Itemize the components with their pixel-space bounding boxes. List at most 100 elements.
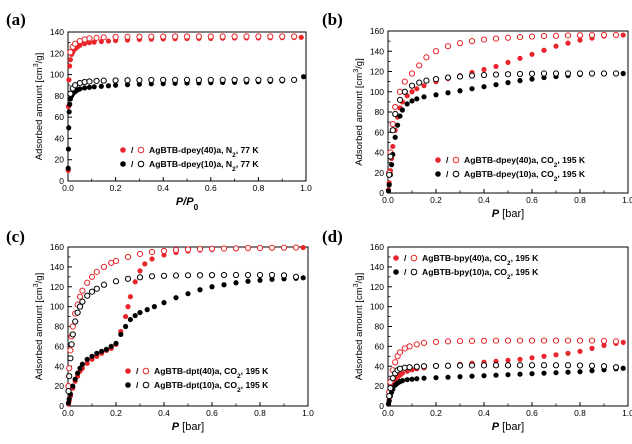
- data-point: [112, 278, 120, 285]
- data-point: [113, 82, 119, 88]
- y-tick-label: 120: [370, 282, 384, 292]
- y-tick-label: 100: [50, 302, 64, 312]
- y-tick-label: 140: [370, 46, 384, 56]
- data-point: [564, 70, 572, 77]
- legend-slash: /: [404, 267, 407, 277]
- data-point: [100, 34, 107, 41]
- panel-label: (c): [6, 227, 25, 246]
- data-point: [279, 33, 286, 40]
- data-point: [576, 32, 584, 39]
- data-point: [480, 71, 488, 79]
- data-point: [65, 387, 72, 395]
- data-point: [136, 77, 143, 84]
- y-tick-label: 40: [55, 361, 65, 371]
- data-point: [493, 63, 499, 70]
- data-point: [67, 347, 74, 354]
- data-point: [127, 294, 133, 300]
- data-point: [125, 304, 131, 310]
- data-point: [445, 90, 451, 96]
- data-point: [421, 83, 427, 89]
- data-point: [389, 121, 396, 128]
- data-point: [183, 33, 191, 40]
- data-point: [564, 32, 572, 39]
- legend-slash: /: [446, 155, 449, 165]
- legend-marker-open: [410, 254, 418, 262]
- data-point: [72, 376, 78, 382]
- data-point: [280, 244, 288, 251]
- data-point: [100, 281, 108, 288]
- data-point: [409, 89, 415, 95]
- x-tick-label: 1.0: [622, 195, 632, 205]
- data-point: [553, 370, 559, 376]
- series-desorption-4: [65, 271, 300, 395]
- y-tick-label: 40: [375, 361, 385, 371]
- data-point: [84, 279, 91, 286]
- legend-entry: AgBTB-dpey(40)a, CO2, 195 K: [464, 155, 586, 169]
- y-tick-label: 120: [50, 48, 64, 58]
- data-point: [492, 71, 500, 78]
- data-point: [160, 76, 167, 83]
- data-point: [552, 362, 560, 369]
- data-point: [600, 337, 608, 345]
- data-point: [79, 287, 86, 294]
- legend-marker-open: [452, 156, 460, 164]
- data-point: [396, 349, 404, 356]
- data-point: [416, 62, 423, 69]
- data-point: [79, 298, 86, 305]
- data-point: [389, 162, 395, 168]
- data-point: [444, 43, 452, 50]
- legend-slash: /: [136, 380, 139, 390]
- data-point: [395, 122, 401, 128]
- legend-slash: /: [136, 366, 139, 376]
- data-point: [185, 291, 191, 297]
- data-point: [612, 31, 620, 39]
- data-point: [82, 41, 88, 47]
- y-tick-label: 20: [55, 381, 65, 391]
- data-point: [565, 369, 571, 375]
- x-tick-label: 0.4: [478, 408, 490, 418]
- y-tick-label: 80: [375, 107, 385, 117]
- data-point: [396, 96, 404, 103]
- data-point: [86, 35, 93, 42]
- data-point: [406, 364, 413, 371]
- legend-marker-filled: [435, 157, 441, 163]
- data-point: [620, 339, 626, 345]
- data-point: [112, 257, 120, 265]
- data-point: [505, 357, 511, 363]
- y-tick-label: 0: [379, 401, 384, 411]
- data-point: [528, 70, 536, 77]
- data-point: [504, 337, 512, 344]
- legend-entry: AgBTB-bpy(40)a, CO2, 195 K: [422, 253, 539, 267]
- data-point: [88, 273, 96, 280]
- data-point: [389, 127, 396, 134]
- data-point: [432, 362, 440, 370]
- legend-marker-filled: [393, 269, 399, 275]
- data-point: [195, 33, 202, 40]
- data-point: [124, 33, 131, 40]
- data-point: [160, 33, 167, 40]
- data-point: [65, 400, 72, 406]
- data-point: [529, 76, 535, 82]
- data-point: [66, 373, 73, 380]
- data-point: [505, 80, 511, 86]
- data-point: [589, 345, 595, 351]
- data-point: [413, 341, 420, 348]
- data-point: [552, 70, 560, 77]
- legend-entry: AgBTB-bpy(10)a, CO2, 195 K: [422, 267, 539, 281]
- data-point: [389, 375, 396, 382]
- data-point: [468, 337, 476, 345]
- panel-1: (a) 0.0 0.2 0.4 0.6 0.8 1.0 0 20 40 60 80 100 120 140 P…: [6, 10, 312, 212]
- data-point: [421, 375, 427, 381]
- data-point: [124, 275, 132, 282]
- data-point: [493, 82, 499, 88]
- data-point: [268, 244, 276, 251]
- data-point: [136, 33, 143, 40]
- data-point: [220, 271, 228, 279]
- data-point: [148, 33, 155, 40]
- data-point: [399, 370, 405, 376]
- data-point: [541, 47, 547, 53]
- data-point: [161, 300, 167, 306]
- data-point: [564, 337, 572, 344]
- data-point: [481, 373, 487, 379]
- data-point: [279, 76, 286, 83]
